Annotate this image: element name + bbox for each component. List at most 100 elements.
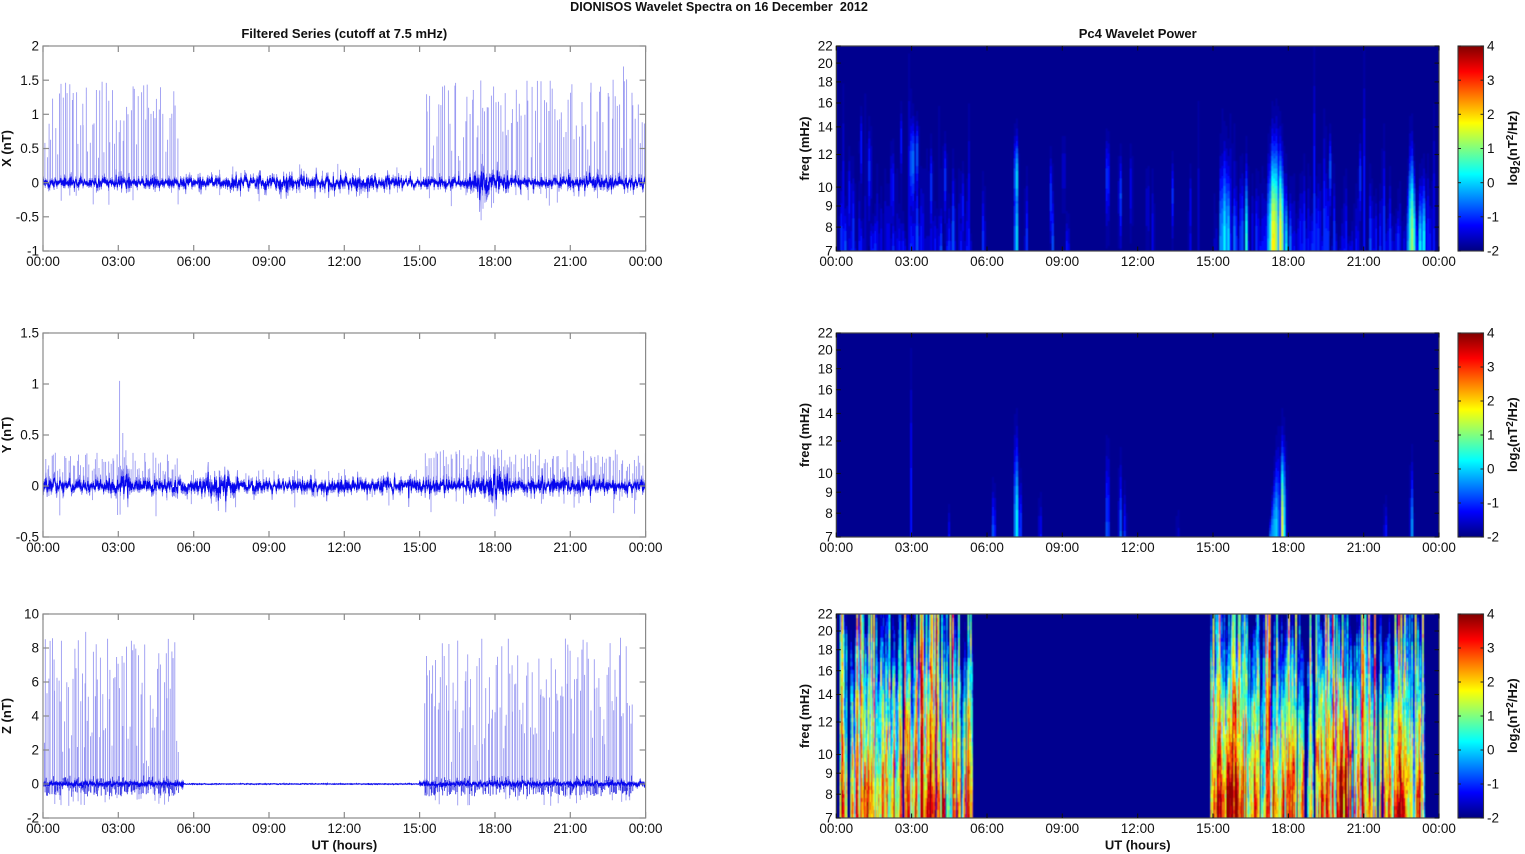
svg-text:00:00: 00:00 [1422, 821, 1456, 836]
svg-text:21:00: 21:00 [1347, 821, 1381, 836]
svg-text:09:00: 09:00 [1045, 821, 1079, 836]
svg-text:12:00: 12:00 [1121, 254, 1155, 269]
svg-text:09:00: 09:00 [1045, 254, 1079, 269]
svg-text:00:00: 00:00 [26, 821, 60, 836]
svg-text:06:00: 06:00 [177, 254, 211, 269]
svg-text:15:00: 15:00 [403, 821, 437, 836]
svg-text:03:00: 03:00 [895, 540, 929, 555]
svg-text:-0.5: -0.5 [16, 210, 39, 225]
svg-text:8: 8 [825, 506, 833, 521]
svg-text:1: 1 [1487, 709, 1495, 724]
svg-text:10: 10 [818, 747, 833, 762]
svg-text:Filtered Series (cutoff at 7.5: Filtered Series (cutoff at 7.5 mHz) [241, 26, 447, 41]
svg-text:6: 6 [31, 675, 39, 690]
svg-text:00:00: 00:00 [819, 540, 853, 555]
svg-text:21:00: 21:00 [1347, 254, 1381, 269]
svg-text:0: 0 [31, 479, 39, 494]
svg-text:1: 1 [1487, 428, 1495, 443]
svg-text:18:00: 18:00 [1271, 540, 1305, 555]
svg-text:15:00: 15:00 [403, 254, 437, 269]
svg-text:00:00: 00:00 [819, 254, 853, 269]
svg-text:00:00: 00:00 [26, 254, 60, 269]
svg-text:18:00: 18:00 [478, 254, 512, 269]
svg-text:-2: -2 [1487, 244, 1499, 259]
svg-text:09:00: 09:00 [252, 540, 286, 555]
svg-text:9: 9 [825, 485, 833, 500]
svg-text:0.5: 0.5 [20, 428, 39, 443]
svg-text:0.5: 0.5 [20, 141, 39, 156]
svg-text:UT (hours): UT (hours) [1105, 838, 1171, 853]
svg-text:Pc4 Wavelet Power: Pc4 Wavelet Power [1079, 26, 1197, 41]
svg-text:12:00: 12:00 [1121, 821, 1155, 836]
svg-text:00:00: 00:00 [629, 540, 663, 555]
svg-text:X (nT): X (nT) [0, 130, 14, 167]
svg-text:7: 7 [825, 530, 833, 545]
svg-text:00:00: 00:00 [629, 821, 663, 836]
svg-text:Z (nT): Z (nT) [0, 698, 14, 734]
svg-text:20: 20 [818, 624, 833, 639]
svg-text:freq (mHz): freq (mHz) [797, 116, 812, 180]
svg-text:06:00: 06:00 [970, 254, 1004, 269]
svg-text:22: 22 [818, 607, 833, 622]
svg-text:Y (nT): Y (nT) [0, 417, 14, 454]
svg-text:09:00: 09:00 [1045, 540, 1079, 555]
svg-text:15:00: 15:00 [1196, 540, 1230, 555]
svg-text:12:00: 12:00 [327, 254, 361, 269]
svg-text:10: 10 [818, 180, 833, 195]
svg-text:0: 0 [31, 777, 39, 792]
svg-text:10: 10 [24, 607, 39, 622]
svg-text:21:00: 21:00 [553, 540, 587, 555]
svg-text:15:00: 15:00 [1196, 254, 1230, 269]
svg-text:06:00: 06:00 [970, 821, 1004, 836]
svg-text:0: 0 [31, 175, 39, 190]
svg-text:16: 16 [818, 663, 833, 678]
svg-text:10: 10 [818, 466, 833, 481]
svg-text:2: 2 [31, 39, 39, 54]
svg-text:21:00: 21:00 [1347, 540, 1381, 555]
svg-text:16: 16 [818, 96, 833, 111]
svg-text:14: 14 [818, 406, 834, 421]
svg-text:14: 14 [818, 120, 834, 135]
svg-text:DIONISOS Wavelet Spectra on 16: DIONISOS Wavelet Spectra on 16 December … [570, 0, 868, 14]
svg-text:1.5: 1.5 [20, 326, 39, 341]
svg-text:7: 7 [825, 244, 833, 259]
svg-text:12: 12 [818, 715, 833, 730]
svg-text:22: 22 [818, 39, 833, 54]
svg-text:4: 4 [31, 709, 39, 724]
svg-text:00:00: 00:00 [819, 821, 853, 836]
svg-text:18: 18 [818, 75, 833, 90]
svg-text:1: 1 [31, 107, 39, 122]
svg-text:freq (mHz): freq (mHz) [797, 403, 812, 467]
svg-text:18: 18 [818, 361, 833, 376]
svg-text:12:00: 12:00 [1121, 540, 1155, 555]
svg-text:00:00: 00:00 [629, 254, 663, 269]
svg-text:12: 12 [818, 434, 833, 449]
svg-text:9: 9 [825, 199, 833, 214]
svg-text:18:00: 18:00 [478, 540, 512, 555]
svg-text:0: 0 [1487, 743, 1495, 758]
svg-text:-2: -2 [1487, 530, 1499, 545]
svg-text:16: 16 [818, 382, 833, 397]
svg-text:03:00: 03:00 [895, 254, 929, 269]
svg-text:21:00: 21:00 [553, 254, 587, 269]
svg-text:1: 1 [1487, 141, 1495, 156]
svg-text:15:00: 15:00 [1196, 821, 1230, 836]
svg-text:18: 18 [818, 642, 833, 657]
svg-text:20: 20 [818, 56, 833, 71]
svg-text:09:00: 09:00 [252, 821, 286, 836]
svg-text:7: 7 [825, 811, 833, 826]
svg-text:9: 9 [825, 766, 833, 781]
svg-text:03:00: 03:00 [101, 540, 135, 555]
svg-text:freq (mHz): freq (mHz) [797, 684, 812, 748]
svg-text:03:00: 03:00 [101, 821, 135, 836]
svg-text:22: 22 [818, 326, 833, 341]
svg-text:8: 8 [31, 641, 39, 656]
svg-text:1.5: 1.5 [20, 73, 39, 88]
svg-text:09:00: 09:00 [252, 254, 286, 269]
svg-text:20: 20 [818, 343, 833, 358]
svg-text:3: 3 [1487, 360, 1495, 375]
svg-text:4: 4 [1487, 607, 1495, 622]
svg-text:1: 1 [31, 377, 39, 392]
svg-text:-1: -1 [1487, 210, 1499, 225]
svg-text:14: 14 [818, 687, 834, 702]
